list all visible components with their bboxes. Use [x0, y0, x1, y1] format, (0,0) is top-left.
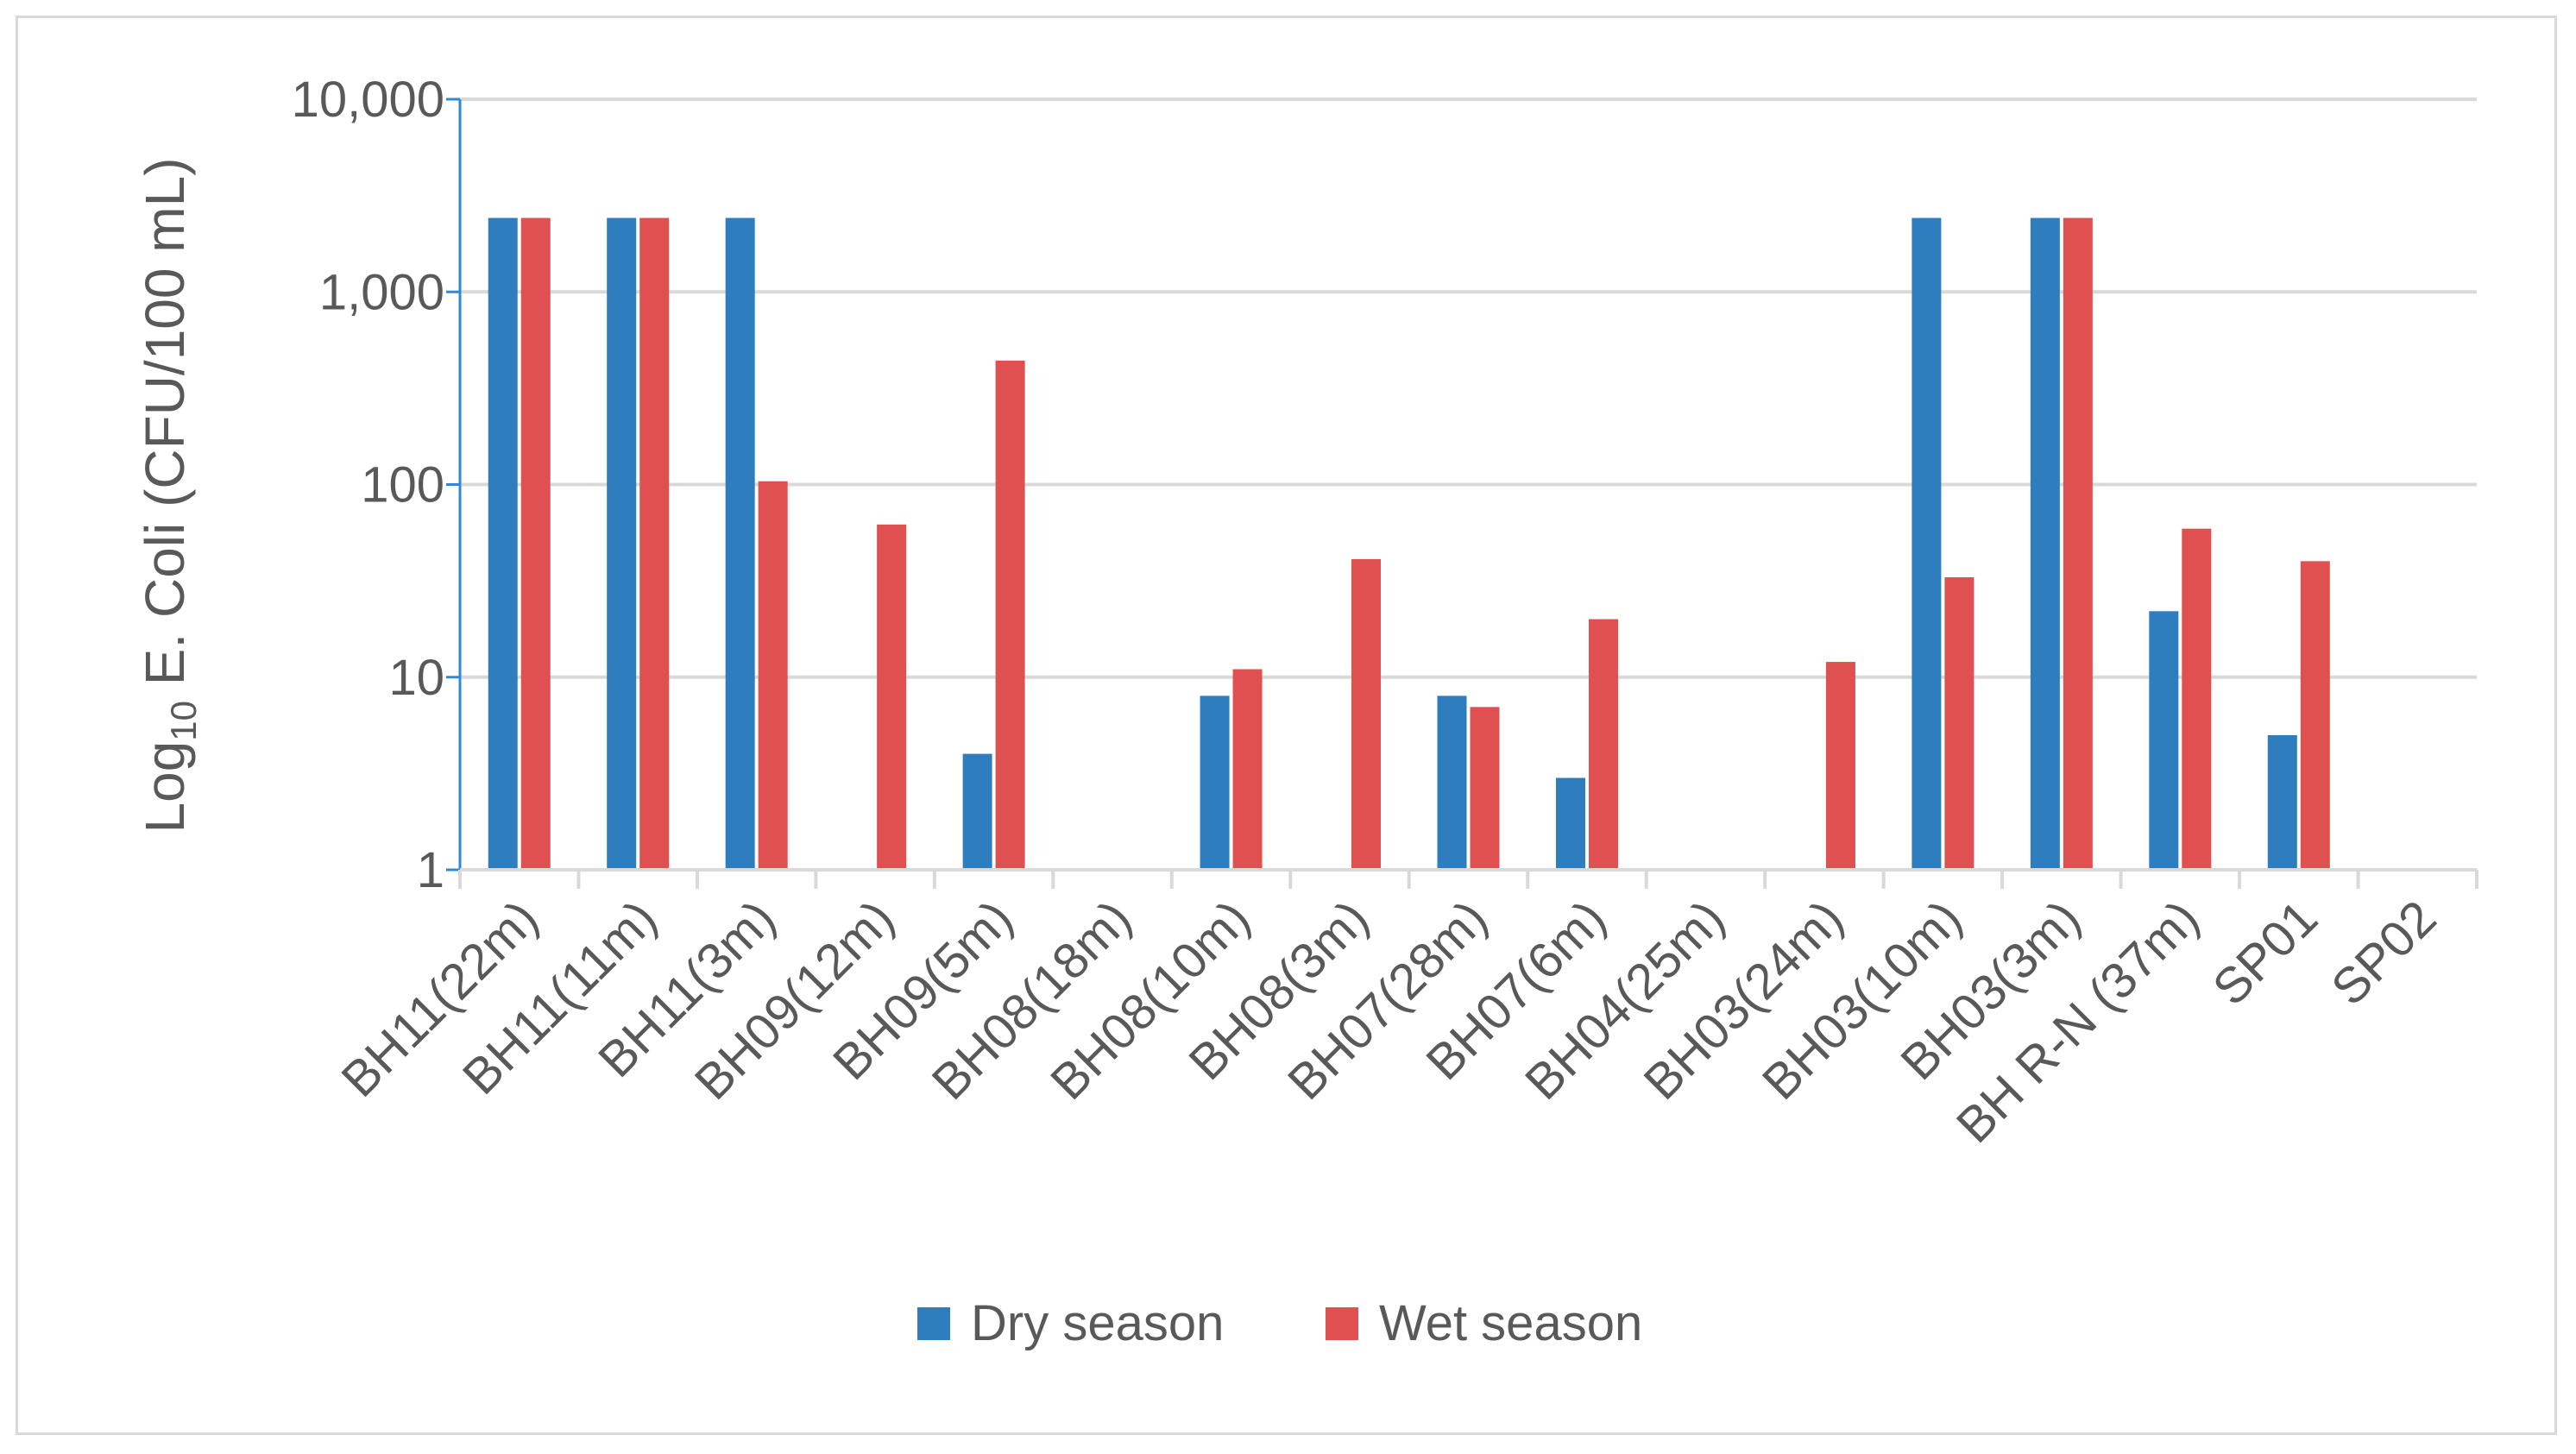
y-axis-title: Log10 E. Coli (CFU/100 mL) — [134, 158, 204, 834]
bar-wet-season — [1825, 662, 1855, 870]
x-tick-label: SP01 — [2202, 890, 2328, 1016]
bar-wet-season — [520, 217, 551, 870]
legend-swatch-dry-season — [917, 1307, 950, 1340]
legend-label-wet-season: Wet season — [1379, 1295, 1642, 1351]
chart-frame — [16, 16, 2557, 1435]
bar-wet-season — [1470, 707, 1500, 870]
y-tick-label: 1,000 — [319, 264, 444, 320]
axes — [446, 98, 2478, 889]
x-tick-label: SP02 — [2321, 890, 2447, 1016]
bar-dry-season — [962, 753, 992, 870]
bar-wet-season — [639, 217, 670, 870]
y-tick-label: 100 — [361, 457, 444, 513]
bar-dry-season — [2030, 217, 2060, 870]
bar-dry-season — [2267, 734, 2297, 870]
bar-dry-season — [1555, 777, 1585, 870]
y-axis-title-suffix: E. Coli (CFU/100 mL) — [134, 158, 196, 701]
bar-wet-season — [2300, 561, 2330, 870]
legend-swatch-wet-season — [1326, 1307, 1358, 1340]
y-tick-label: 1 — [417, 842, 444, 898]
bar-dry-season — [2149, 611, 2179, 870]
gridlines — [460, 98, 2477, 679]
bar-wet-season — [1232, 669, 1263, 870]
bar-wet-season — [758, 481, 788, 870]
bar-dry-season — [725, 217, 755, 870]
bar-dry-season — [607, 217, 637, 870]
bar-wet-season — [2182, 528, 2212, 870]
bar-dry-season — [1200, 696, 1230, 870]
bar-wet-season — [1588, 619, 1618, 870]
bar-dry-season — [1437, 696, 1467, 870]
bar-wet-season — [877, 524, 907, 870]
bar-dry-season — [488, 217, 518, 870]
bar-dry-season — [1912, 217, 1942, 870]
bar-wet-season — [2063, 217, 2093, 870]
y-axis-title-prefix: Log — [134, 741, 196, 834]
bar-wet-season — [995, 360, 1025, 870]
legend: Dry season Wet season — [917, 1295, 1642, 1351]
legend-label-dry-season: Dry season — [971, 1295, 1224, 1351]
bar-wet-season — [1944, 576, 1975, 870]
y-tick-labels: 1 10 100 1,000 10,000 — [292, 72, 444, 898]
x-tick-labels: BH11(22m)BH11(11m)BH11(3m)BH09(12m)BH09(… — [331, 890, 2447, 1154]
y-tick-label: 10 — [388, 650, 444, 706]
y-tick-label: 10,000 — [292, 72, 444, 128]
y-axis-title-subscript: 10 — [163, 701, 204, 741]
bars — [488, 217, 2330, 870]
bar-wet-season — [1351, 558, 1382, 870]
